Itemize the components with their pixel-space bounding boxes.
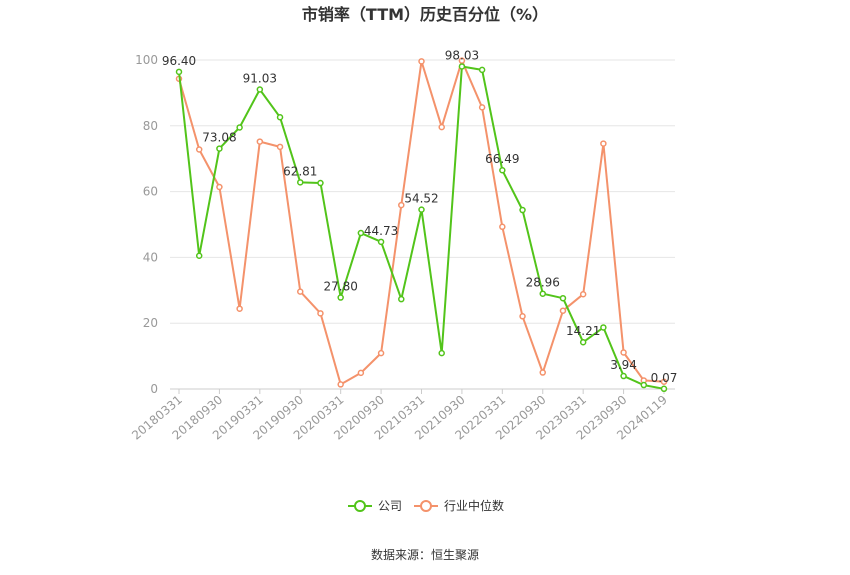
data-label: 0.07 (651, 371, 678, 385)
data-point (418, 206, 425, 213)
legend-swatch-marker (354, 500, 366, 512)
data-point (175, 68, 183, 76)
data-point (236, 124, 243, 131)
data-point (337, 294, 344, 301)
y-tick-label: 40 (143, 250, 158, 264)
data-point (317, 310, 324, 317)
legend-label: 行业中位数 (444, 498, 504, 513)
y-tick-label: 0 (150, 382, 158, 396)
series-layer (175, 57, 668, 393)
data-label: 3.94 (610, 358, 637, 372)
data-point (195, 252, 203, 260)
data-point (357, 369, 365, 377)
data-label: 28.96 (526, 276, 560, 290)
data-point (377, 349, 385, 357)
data-point (418, 58, 425, 65)
source-note: 数据来源：恒生聚源 (371, 547, 479, 562)
legend[interactable]: 公司 行业中位数 (348, 498, 504, 513)
y-tick-label: 100 (135, 53, 158, 67)
data-point (660, 385, 668, 393)
data-point (276, 113, 284, 121)
data-point (377, 238, 385, 246)
data-label: 91.03 (243, 72, 277, 86)
data-label: 54.52 (404, 192, 438, 206)
data-point (499, 223, 506, 231)
data-point (438, 123, 445, 131)
data-point (519, 313, 526, 320)
data-point (600, 324, 607, 331)
data-point (559, 294, 567, 302)
data-point (337, 381, 344, 388)
data-label: 98.03 (445, 48, 479, 62)
y-tick-label: 60 (143, 185, 158, 199)
chart-title: 市销率（TTM）历史百分位（%） (302, 5, 548, 24)
data-point (216, 145, 223, 152)
data-label: 62.81 (283, 164, 317, 178)
data-point (398, 201, 405, 209)
data-point (499, 166, 506, 174)
data-point (600, 140, 607, 147)
legend-label: 公司 (378, 499, 402, 513)
data-point (438, 349, 445, 357)
y-axis: 0 20 40 60 80 100 (135, 53, 158, 396)
legend-swatch-marker (420, 500, 432, 512)
legend-item-1[interactable]: 行业中位数 (414, 498, 504, 513)
data-point (640, 381, 648, 389)
data-labels: 96.40 73.08 91.03 62.81 27.80 44.73 54.52 98.03… (162, 48, 678, 384)
data-point (458, 57, 466, 64)
data-point (458, 63, 466, 70)
data-point (539, 369, 546, 376)
data-point (276, 143, 284, 151)
data-point (620, 349, 627, 356)
data-point (398, 295, 405, 303)
grid (170, 59, 675, 390)
data-point (317, 179, 324, 187)
data-point (297, 288, 304, 295)
data-point (478, 66, 486, 74)
y-tick-label: 20 (143, 316, 158, 330)
data-label: 27.80 (323, 280, 357, 294)
data-point (256, 86, 264, 93)
data-point (256, 138, 264, 145)
data-point (579, 290, 587, 298)
data-point (579, 338, 587, 346)
data-point (195, 146, 203, 153)
data-label: 96.40 (162, 54, 196, 68)
x-axis: 2018033120180930201903312019093020200331… (129, 388, 675, 443)
data-point (357, 229, 365, 237)
data-label: 14.21 (566, 324, 600, 338)
data-point (539, 290, 546, 297)
data-label: 44.73 (364, 224, 398, 238)
data-point (216, 183, 223, 191)
legend-item-0[interactable]: 公司 (348, 499, 402, 513)
data-label: 73.08 (202, 131, 236, 145)
data-point (236, 305, 243, 312)
data-point (297, 179, 304, 186)
data-point (519, 206, 526, 214)
data-point (478, 104, 486, 111)
data-point (559, 307, 567, 314)
data-label: 66.49 (485, 152, 519, 166)
data-point (660, 378, 668, 386)
data-point (620, 372, 627, 380)
y-tick-label: 80 (143, 119, 158, 133)
